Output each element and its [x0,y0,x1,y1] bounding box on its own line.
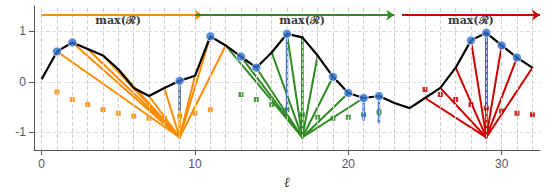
svg-text:max(ℛ): max(ℛ) [448,14,494,27]
svg-text:0: 0 [38,157,45,171]
svg-text:30: 30 [495,157,509,171]
svg-text:max(ℛ): max(ℛ) [279,14,325,27]
svg-text:max(ℛ): max(ℛ) [95,14,141,27]
svg-text:ℓ: ℓ [284,174,290,190]
svg-text:0: 0 [19,75,26,89]
svg-text:1: 1 [19,24,26,38]
svg-text:10: 10 [188,157,202,171]
svg-text:-1: -1 [15,125,26,139]
svg-text:20: 20 [342,157,356,171]
